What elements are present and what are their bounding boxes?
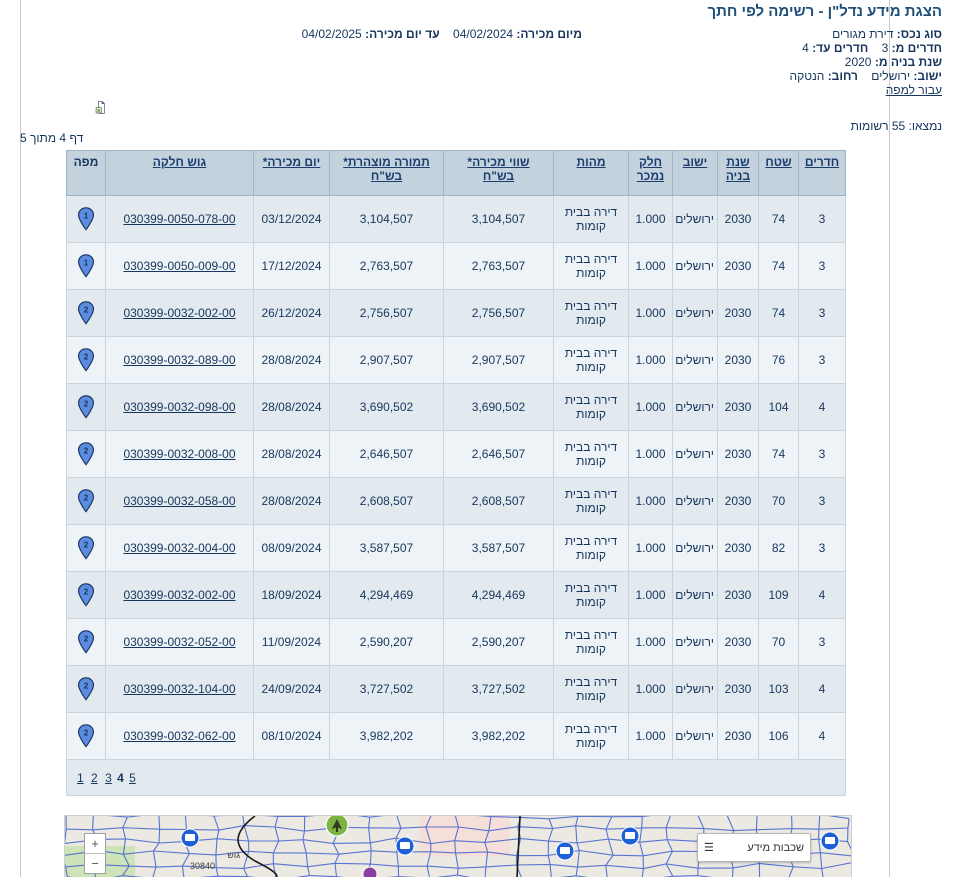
svg-text:1: 1 <box>84 258 89 267</box>
svg-text:1: 1 <box>84 211 89 220</box>
svg-text:2: 2 <box>84 399 89 408</box>
svg-text:2: 2 <box>84 587 89 596</box>
svg-text:2: 2 <box>84 540 89 549</box>
svg-text:גוש: גוש <box>227 850 240 860</box>
svg-text:30840: 30840 <box>190 861 215 871</box>
svg-text:2: 2 <box>84 352 89 361</box>
svg-text:2: 2 <box>84 634 89 643</box>
svg-text:2: 2 <box>84 728 89 737</box>
svg-text:2: 2 <box>84 681 89 690</box>
svg-text:2: 2 <box>84 493 89 502</box>
svg-text:2: 2 <box>84 446 89 455</box>
svg-text:2: 2 <box>84 305 89 314</box>
